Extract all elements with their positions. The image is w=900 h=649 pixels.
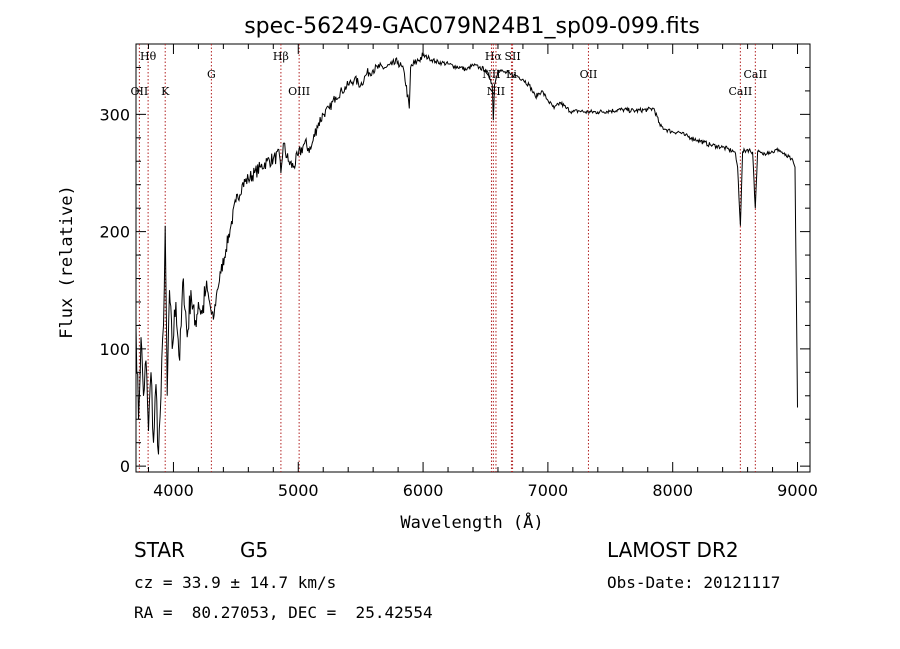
spectral-line-label: Hα: [485, 50, 503, 63]
x-tick-label: 5000: [278, 481, 319, 500]
coordinates: RA = 80.27053, DEC = 25.42554: [134, 603, 433, 622]
spectral-line-label: NII: [487, 85, 505, 98]
chart-title: spec-56249-GAC079N24B1_sp09-099.fits: [244, 14, 700, 39]
x-tick-label: 4000: [153, 481, 194, 500]
spectral-line-label: G: [207, 68, 216, 81]
y-tick-label: 0: [120, 457, 130, 476]
radial-velocity: cz = 33.9 ± 14.7 km/s: [134, 573, 337, 592]
x-tick-label: 8000: [652, 481, 693, 500]
x-axis: 4000 5000 6000 7000 8000 9000: [147, 44, 818, 500]
y-axis: 0 100 200 300: [99, 66, 810, 476]
spectral-line-label: SII: [504, 50, 520, 63]
spectral-line-label: CaII: [743, 68, 767, 81]
plot-frame: [135, 43, 811, 473]
object-class: STAR: [134, 538, 185, 562]
y-axis-label: Flux (relative): [57, 185, 77, 339]
y-tick-label: 200: [99, 223, 130, 242]
y-tick-label: 300: [99, 105, 130, 124]
object-subclass: G5: [240, 538, 269, 562]
y-tick-label: 100: [99, 340, 130, 359]
spectral-line-label: Li: [506, 68, 517, 81]
x-tick-label: 9000: [777, 481, 818, 500]
spectrum-line: [135, 52, 798, 455]
observation-date: Obs-Date: 20121117: [607, 573, 781, 592]
spectral-line-label: OII: [131, 85, 149, 98]
spectral-line-label: CaII: [729, 85, 753, 98]
x-tick-label: 6000: [403, 481, 444, 500]
survey-name: LAMOST DR2: [607, 538, 739, 562]
x-tick-label: 7000: [528, 481, 569, 500]
x-axis-label: Wavelength (Å): [400, 511, 543, 533]
spectral-line-label: K: [161, 85, 170, 98]
spectral-line-label: Hβ: [273, 50, 289, 63]
spectral-line-label: OIII: [288, 85, 310, 98]
spectral-line-label: OII: [580, 68, 598, 81]
spectral-line-label: Hθ: [140, 50, 157, 63]
